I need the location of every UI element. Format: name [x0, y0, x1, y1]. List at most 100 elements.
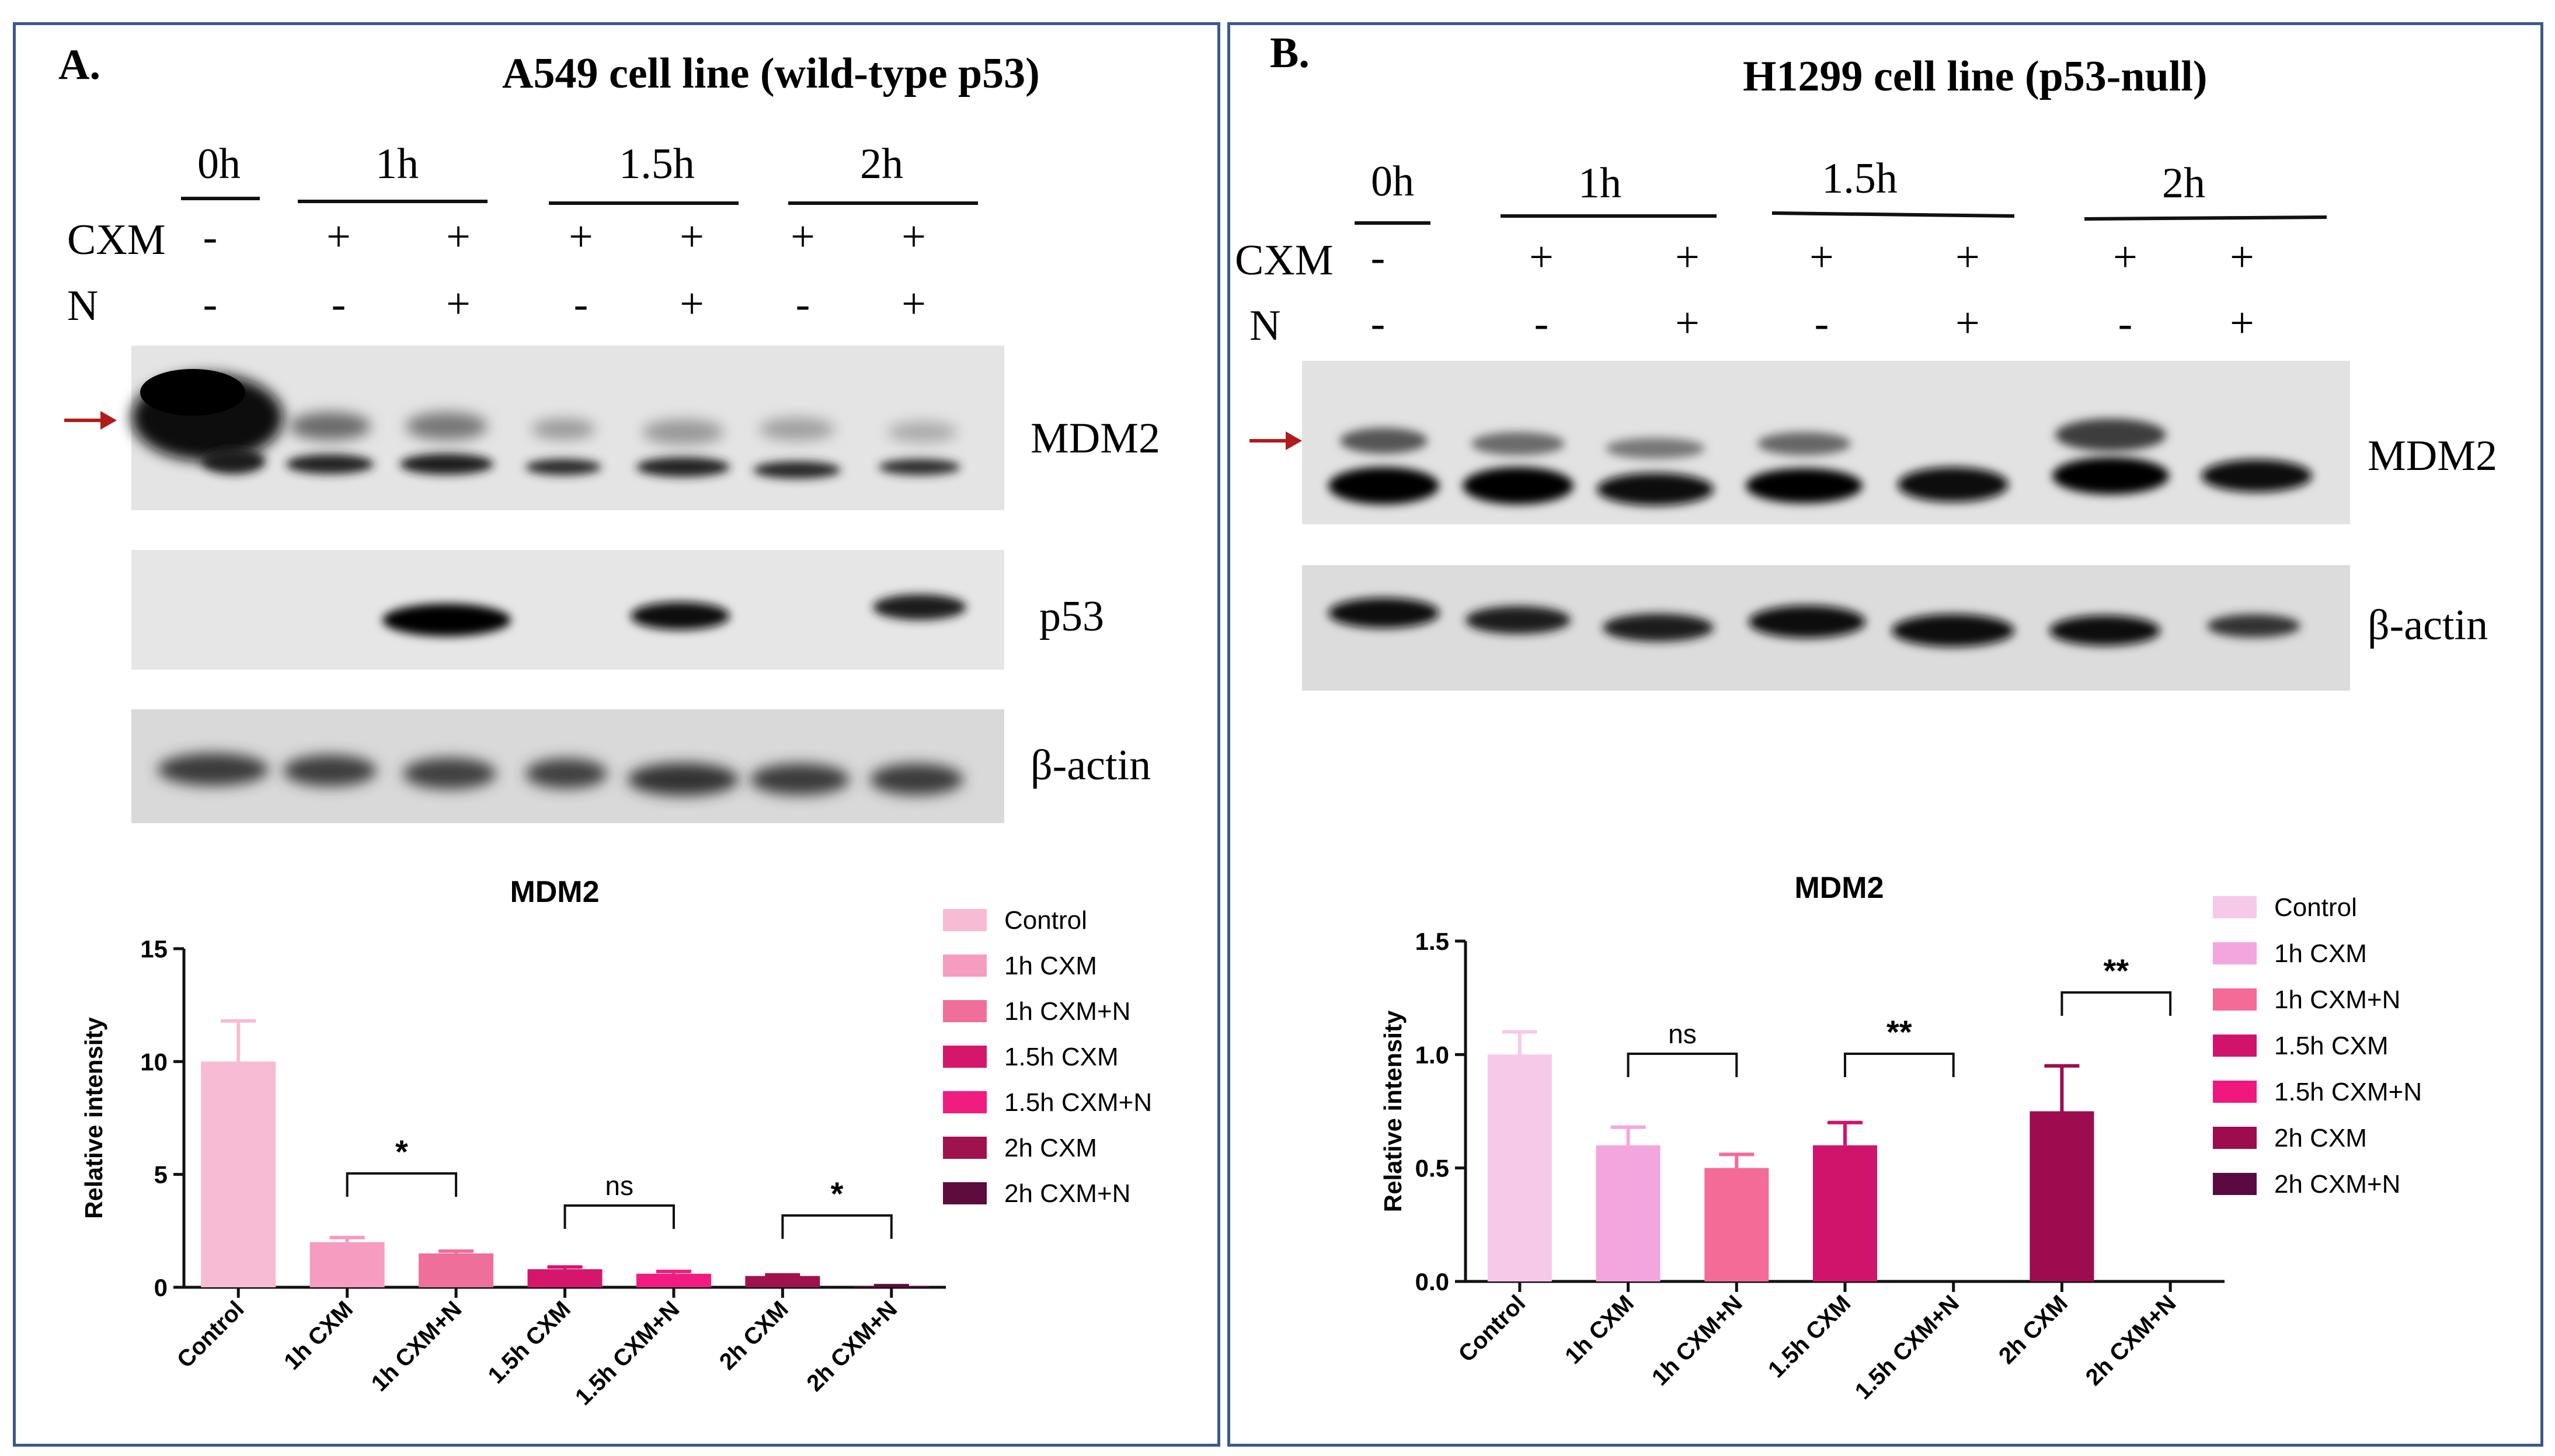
- panel-a-significance-label: *: [831, 1175, 844, 1212]
- panel-b-chart-title: MDM2: [1794, 871, 1884, 905]
- panel-a-n-sign: -: [203, 280, 218, 328]
- panel-a-n-sign: -: [796, 280, 810, 328]
- panel-b-legend-label: 2h CXM: [2274, 1124, 2367, 1152]
- panel-a-significance-label: ns: [605, 1171, 633, 1201]
- panel-a-x-tick-label: 1.5h CXM: [483, 1296, 575, 1388]
- panel-a-n-sign: +: [680, 280, 704, 328]
- panel-b-bar: [1487, 1054, 1552, 1281]
- panel-b-y-tick-label: 1.5: [1415, 928, 1449, 955]
- panel-a-letter: A.: [58, 41, 100, 89]
- panel-b-cxm-sign: +: [1675, 234, 1700, 281]
- panel-b-y-tick-label: 0.0: [1415, 1268, 1449, 1295]
- panel-b-timepoint-1-5h: 1.5h: [1822, 155, 1898, 203]
- panel-b-legend-swatch: [2213, 1034, 2257, 1057]
- panel-a-legend-swatch: [943, 955, 987, 977]
- panel-b-n-sign: -: [1534, 299, 1549, 347]
- panel-a-legend-swatch: [943, 1182, 987, 1204]
- panel-a-frame: [13, 22, 1220, 1447]
- panel-a-cxm-sign: +: [569, 213, 593, 261]
- panel-a-y-tick-label: 10: [140, 1048, 168, 1075]
- panel-b-significance-bracket: [1844, 1053, 1955, 1077]
- panel-a-y-axis-label: Relative intensity: [80, 1017, 107, 1219]
- panel-a-timepoint-0h: 0h: [197, 140, 241, 188]
- panel-b-mdm2-chart: MDM2 0.0 0.5 1.0 1.5 Relative intensity Contro…: [1379, 871, 2422, 1405]
- panel-a-bar: [419, 1253, 494, 1287]
- panel-a-blot-label-p53: p53: [1039, 593, 1104, 640]
- panel-a-legend-label: 1.5h CXM: [1004, 1043, 1119, 1071]
- panel-a-mdm2-chart: MDM2 0 5 10 15 Relative intensity Control 1h CX…: [80, 875, 1152, 1410]
- panel-b-x-tick-label: 1.5h CXM+N: [1850, 1290, 1964, 1404]
- panel-a-x-tick-label: 1h CXM: [279, 1296, 358, 1375]
- panel-b-title: H1299 cell line (p53-null): [1743, 53, 2208, 100]
- panel-a-title: A549 cell line (wild-type p53): [502, 50, 1040, 97]
- panel-b-significance-label: **: [2103, 952, 2129, 989]
- panel-b-legend-swatch: [2213, 1173, 2257, 1195]
- panel-a-significance-bracket: [781, 1214, 893, 1239]
- panel-b-frame: [1227, 22, 2543, 1447]
- panel-a-mdm2-arrowhead: [100, 411, 117, 430]
- panel-a-significance-bracket: [563, 1204, 675, 1229]
- panel-b-legend-label: 1h CXM+N: [2274, 985, 2400, 1014]
- panel-a-y-tick-label: 0: [154, 1274, 168, 1301]
- panel-b-legend-label: 1h CXM: [2274, 939, 2367, 968]
- panel-b-n-sign: +: [1675, 299, 1700, 347]
- panel-a-bar: [745, 1276, 820, 1287]
- panel-a-x-tick-label: 1.5h CXM+N: [570, 1296, 684, 1410]
- panel-a-significance-label: *: [395, 1133, 408, 1170]
- panel-b-x-tick-label: 1h CXM: [1560, 1290, 1639, 1369]
- panel-b-bar: [1596, 1145, 1661, 1281]
- panel-a-n-sign: -: [574, 280, 589, 328]
- panel-a-cxm-sign: -: [203, 213, 218, 261]
- panel-a-y-tick-label: 15: [140, 935, 168, 963]
- panel-b-legend-swatch: [2213, 1081, 2257, 1103]
- panel-a-bar: [201, 1061, 276, 1287]
- panel-b-blot-label-mdm2: MDM2: [2368, 432, 2497, 480]
- panel-b-bar: [2030, 1111, 2094, 1281]
- panel-b-significance-bracket: [1627, 1053, 1738, 1077]
- panel-b-legend-label: 2h CXM+N: [2274, 1170, 2400, 1199]
- panel-b-cxm-label: CXM: [1235, 236, 1334, 284]
- panel-b-timepoint-0h: 0h: [1371, 158, 1414, 205]
- panel-b-n-sign: -: [2118, 299, 2133, 347]
- panel-b-cxm-sign: +: [2113, 234, 2138, 281]
- panel-a-n-sign: +: [901, 280, 926, 328]
- panel-b-cxm-sign: +: [2230, 234, 2254, 281]
- panel-a-chart-title: MDM2: [510, 875, 599, 909]
- panel-b-cxm-sign: +: [1529, 234, 1554, 281]
- panel-a-x-tick-label: 1h CXM+N: [367, 1296, 467, 1396]
- panel-b-mdm2-blot: [1302, 361, 2350, 524]
- panel-a-n-sign: -: [332, 280, 346, 328]
- panel-a-n-sign: +: [446, 280, 471, 328]
- panel-b-legend-swatch: [2213, 988, 2257, 1011]
- panel-a-legend-label: 2h CXM+N: [1004, 1179, 1130, 1208]
- panel-a-bar: [636, 1273, 711, 1287]
- panel-a-legend-label: 1h CXM: [1004, 952, 1097, 980]
- panel-b-legend-label: 1.5h CXM: [2274, 1032, 2389, 1060]
- panel-b-bar: [1813, 1145, 1877, 1281]
- panel-a-significance-bracket: [346, 1172, 458, 1197]
- panel-b-actin-blot: [1302, 565, 2350, 691]
- panel-b-n-label: N: [1249, 302, 1280, 350]
- panel-b-significance-bracket: [2060, 991, 2172, 1016]
- panel-a-legend-swatch: [943, 909, 987, 931]
- panel-b-x-tick-label: 1.5h CXM: [1763, 1290, 1856, 1382]
- panel-a-legend-swatch: [943, 1046, 987, 1068]
- panel-a-cxm-sign: +: [901, 213, 926, 261]
- panel-b: B. H1299 cell line (p53-null) 0h 1h 1.5h…: [1235, 29, 2497, 1405]
- panel-a-blot-label-mdm2: MDM2: [1031, 414, 1160, 462]
- panel-a-blot-label-actin: β-actin: [1031, 741, 1151, 789]
- panel-b-n-sign: -: [1371, 299, 1386, 347]
- panel-b-timepoint-2h: 2h: [2162, 159, 2205, 207]
- panel-b-n-sign: -: [1815, 299, 1829, 347]
- panel-a-cxm-sign: +: [326, 213, 351, 261]
- panel-b-legend-swatch: [2213, 1127, 2257, 1149]
- panel-b-y-axis-label: Relative intensity: [1379, 1010, 1407, 1212]
- panel-a-mdm2-blot: [131, 346, 1004, 510]
- panel-b-x-tick-label: Control: [1454, 1290, 1531, 1367]
- panel-b-mdm2-arrowhead: [1286, 431, 1302, 450]
- panel-b-letter: B.: [1270, 29, 1310, 77]
- panel-b-sign-rows: - + + + + + + - - + - + - +: [1371, 234, 2254, 347]
- panel-b-x-tick-label: 2h CXM: [1994, 1290, 2073, 1369]
- panel-b-significance-label: **: [1886, 1013, 1912, 1050]
